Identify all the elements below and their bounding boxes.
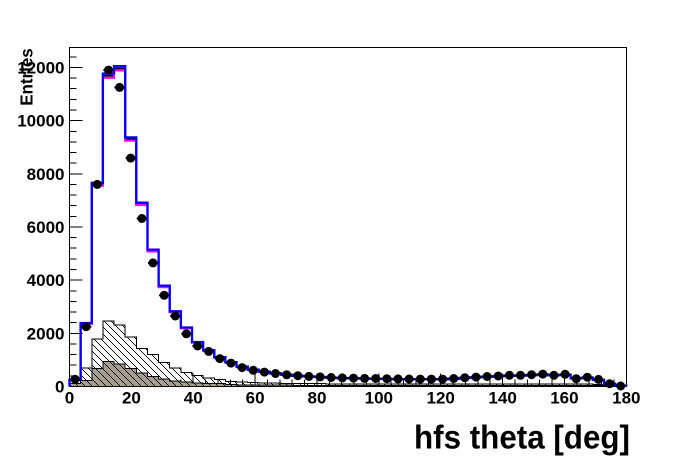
svg-text:140: 140 <box>488 389 516 408</box>
svg-text:8000: 8000 <box>27 165 65 184</box>
svg-text:40: 40 <box>184 389 203 408</box>
svg-text:160: 160 <box>550 389 578 408</box>
svg-text:10000: 10000 <box>17 112 64 131</box>
svg-text:12000: 12000 <box>17 59 64 78</box>
svg-text:6000: 6000 <box>27 218 65 237</box>
svg-text:Entries: Entries <box>17 48 37 106</box>
svg-text:120: 120 <box>427 389 455 408</box>
svg-text:hfs theta [deg]: hfs theta [deg] <box>414 419 630 456</box>
svg-text:80: 80 <box>308 389 327 408</box>
svg-text:0: 0 <box>65 389 74 408</box>
svg-text:4000: 4000 <box>27 271 65 290</box>
svg-text:20: 20 <box>122 389 141 408</box>
svg-text:100: 100 <box>365 389 393 408</box>
svg-text:60: 60 <box>246 389 265 408</box>
svg-text:180: 180 <box>612 389 640 408</box>
svg-text:2000: 2000 <box>27 324 65 343</box>
svg-text:0: 0 <box>55 378 64 397</box>
